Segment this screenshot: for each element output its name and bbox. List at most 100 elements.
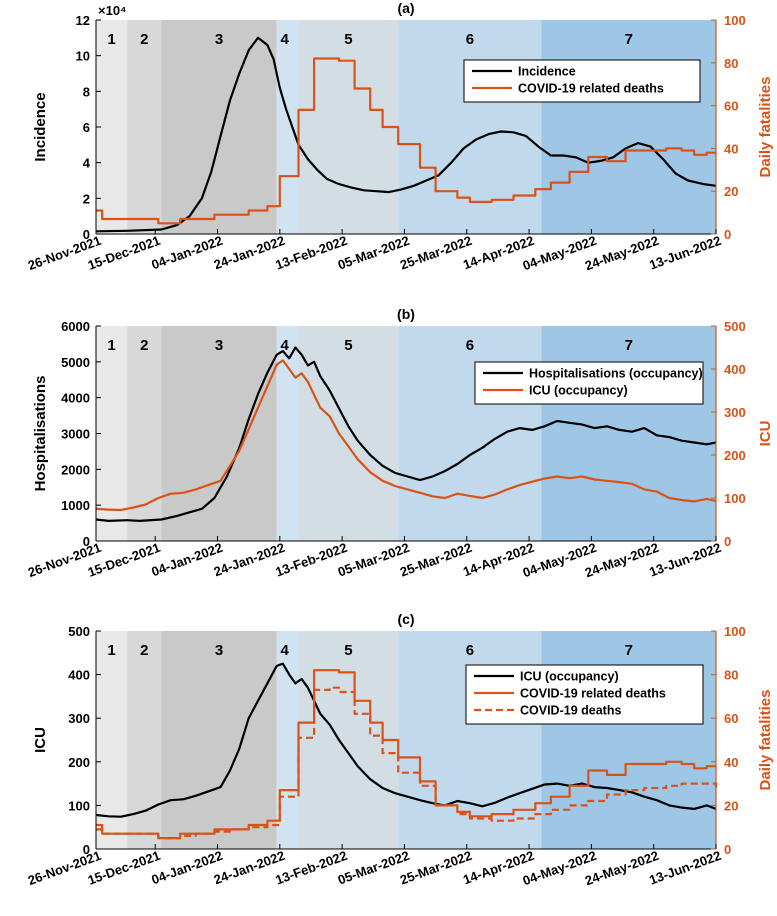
x-tick-label: 04-Jan-2022 (149, 540, 224, 580)
y-axis-label-left: Incidence (32, 92, 49, 161)
phase-band (276, 631, 299, 849)
x-tick-label: 13-Jun-2022 (647, 540, 723, 580)
panel-c: 1 2 3 4 5 6 7010020030040050002040608010026-No… (26, 611, 774, 888)
y-tick-label-right: 80 (724, 56, 738, 71)
series-line (96, 57, 716, 225)
y-tick-label-right: 80 (724, 668, 738, 683)
y-tick-label: 200 (68, 755, 90, 770)
y-tick-label: 6 (83, 120, 90, 135)
phase-label: 1 (107, 337, 115, 354)
phase-label: 6 (466, 642, 474, 659)
legend-label: ICU (occupancy) (520, 670, 619, 684)
series-line (95, 662, 717, 818)
phase-band (541, 326, 716, 541)
legend-box (463, 59, 701, 103)
y-tick-label: 2 (83, 191, 90, 206)
panel-title: (c) (397, 611, 414, 627)
phase-label: 5 (344, 337, 352, 354)
phase-band (127, 631, 162, 849)
y-tick-label-right: 20 (724, 184, 738, 199)
phase-label: 2 (140, 31, 148, 48)
y-tick-label-right: 100 (724, 13, 746, 28)
legend: Incidence COVID-19 related deaths (463, 59, 701, 103)
y-tick-label: 12 (76, 13, 90, 28)
series-line (95, 359, 717, 512)
y-tick-label-right: 300 (724, 405, 746, 420)
y-axis-label-right: Daily fatalities (757, 690, 774, 791)
phase-label: 7 (625, 642, 633, 659)
y-tick-label: 0 (83, 227, 90, 242)
phase-label: 4 (281, 31, 290, 48)
y-tick-label: 5000 (61, 355, 90, 370)
y-tick-label-right: 0 (724, 842, 731, 857)
panel-b: 1 2 3 4 5 6 7 0 1000 2000 3000 4000 5000 6000 0 100 200 3… (26, 306, 774, 580)
y-exponent-label: ×10⁴ (98, 3, 126, 18)
y-tick-label: 400 (68, 668, 90, 683)
phase-label: 4 (281, 337, 290, 354)
y-tick-label: 6000 (61, 319, 90, 334)
phase-band (298, 326, 399, 541)
phase-band (541, 20, 716, 234)
y-tick-label: 0 (83, 842, 90, 857)
panel-title: (a) (397, 0, 414, 16)
y-tick-label: 1000 (61, 498, 90, 513)
legend-box (474, 361, 704, 405)
y-tick-label-right: 200 (724, 448, 746, 463)
y-tick-label-right: 0 (724, 227, 731, 242)
y-tick-label-right: 40 (724, 141, 738, 156)
x-tick-label: 13-Jun-2022 (647, 233, 723, 273)
phase-label: 2 (140, 642, 148, 659)
phase-label: 7 (625, 31, 633, 48)
series-line (96, 686, 718, 840)
phase-label: 6 (466, 337, 474, 354)
y-tick-label-right: 20 (724, 798, 738, 813)
legend-label: Incidence (518, 65, 576, 79)
phase-label: 1 (107, 642, 115, 659)
y-axis-label-left: Hospitalisations (32, 376, 49, 492)
y-tick-label-right: 60 (724, 711, 738, 726)
phase-label: 1 (107, 31, 115, 48)
y-tick-label: 500 (68, 624, 90, 639)
x-tick-label: 04-Jan-2022 (149, 848, 224, 888)
y-tick-label-right: 0 (724, 534, 731, 549)
x-tick-label: 13-Jun-2022 (647, 848, 723, 888)
series-line (96, 669, 716, 840)
phase-label: 4 (281, 642, 290, 659)
legend: ICU (occupancy) COVID-19 related deaths CO… (465, 664, 704, 725)
phase-label: 3 (215, 642, 223, 659)
y-tick-label: 3000 (61, 427, 90, 442)
y-tick-label: 8 (83, 84, 90, 99)
phase-band (161, 20, 277, 234)
phase-label: 2 (140, 337, 148, 354)
phase-label: 7 (625, 337, 633, 354)
x-tick-label: 25-Mar-2022 (398, 540, 474, 580)
y-tick-label-right: 100 (724, 491, 746, 506)
phase-band (161, 631, 277, 849)
y-axis-label-left: ICU (32, 727, 49, 753)
y-axis-label-right: Daily fatalities (757, 77, 774, 178)
y-tick-label: 2000 (61, 462, 90, 477)
legend: Hospitalisations (occupancy) ICU (occupan… (474, 361, 704, 405)
panel-title: (b) (397, 306, 415, 322)
x-tick-label: 25-Mar-2022 (398, 848, 474, 888)
y-tick-label: 10 (76, 49, 90, 64)
phase-band (127, 20, 162, 234)
phase-label: 5 (344, 31, 352, 48)
legend-label: COVID-19 deaths (520, 704, 621, 718)
phase-label: 3 (215, 337, 223, 354)
y-tick-label-right: 100 (724, 624, 746, 639)
phase-band (96, 20, 128, 234)
legend-label: Hospitalisations (occupancy) (529, 367, 703, 381)
y-tick-label-right: 60 (724, 99, 738, 114)
phase-label: 3 (215, 31, 223, 48)
series-line (95, 346, 717, 522)
y-tick-label-right: 400 (724, 362, 746, 377)
y-axis-label-right: ICU (757, 421, 774, 447)
y-tick-label: 4000 (61, 391, 90, 406)
phase-band (276, 326, 299, 541)
legend-label: COVID-19 related deaths (520, 687, 666, 701)
x-tick-label: 25-Mar-2022 (398, 233, 474, 273)
phase-band (541, 631, 716, 849)
legend-label: COVID-19 related deaths (518, 82, 664, 96)
